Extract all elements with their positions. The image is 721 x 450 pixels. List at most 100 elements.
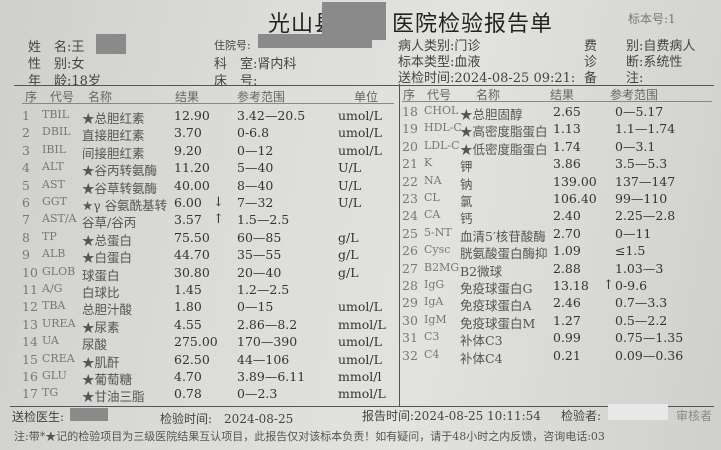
left-header-result: 结果 [175, 90, 200, 104]
send-time: 送检时间:2024-08-25 09:21: [398, 71, 576, 86]
cell-code: C4 [424, 347, 440, 361]
footer-note: 注:带*★记的检验项目为三级医院结果互认项目，此报告仅对该标本负责！如有疑问，请… [14, 430, 605, 443]
cell-seq: 16 [22, 369, 38, 384]
left-header-rule [22, 103, 394, 104]
cell-code: CREA [42, 351, 75, 365]
cell-unit: U/L [338, 177, 362, 193]
cell-name: 总胆汁酸 [82, 302, 133, 318]
cell-code: A/G [42, 282, 63, 295]
specimen-type: 标本类型:血液 [398, 55, 481, 70]
cell-seq: 11 [22, 282, 38, 297]
cell-range: 60—85 [237, 229, 282, 245]
cell-range: 3.42—20.5 [237, 108, 306, 123]
cell-seq: 31 [402, 330, 418, 346]
cell-range: 170—390 [237, 334, 298, 350]
cell-range: 3.5—5.3 [615, 156, 668, 172]
cell-range: 7—32 [237, 195, 274, 210]
cell-range: 44—106 [237, 351, 290, 367]
cell-seq: 4 [22, 160, 30, 176]
cell-range: 35—55 [237, 247, 282, 263]
cell-result: 75.50 [174, 229, 210, 245]
cell-seq: 24 [402, 208, 418, 224]
cell-result: 4.55 [174, 316, 202, 332]
cell-seq: 3 [22, 142, 30, 158]
remark-value: 注: [626, 71, 644, 86]
cell-result: 0.78 [174, 386, 202, 402]
title-right: 医院检验报告单 [392, 12, 554, 37]
cell-range: 0—15 [237, 299, 274, 315]
cell-seq: 13 [22, 316, 38, 332]
cell-result: 3.57 [174, 212, 202, 228]
cell-name: ★高密度脂蛋白 [460, 124, 548, 140]
cell-code: GLU [42, 369, 67, 382]
column-divider [399, 84, 400, 406]
cell-code: AST/A [42, 212, 77, 226]
cell-name: 球蛋白 [82, 267, 120, 283]
cell-name: 氯 [460, 194, 473, 209]
cell-code: Cysc [424, 243, 451, 257]
cell-name: 白球比 [82, 285, 120, 300]
cell-result: 30.80 [174, 264, 210, 280]
cell-name: 补体C3 [460, 333, 503, 349]
cell-result: 11.20 [174, 160, 210, 176]
cell-result: 2.88 [553, 260, 581, 276]
cell-result: 0.99 [553, 330, 581, 346]
redaction-hospital [322, 2, 386, 40]
left-header-unit: 单位 [354, 90, 379, 104]
cell-result: 1.80 [174, 299, 202, 315]
cell-result: 3.86 [553, 156, 581, 172]
cell-name: ★总蛋白 [82, 232, 133, 248]
cell-range: 3.89—6.11 [237, 369, 306, 384]
cell-result: 13.18 [553, 278, 589, 293]
cell-seq: 23 [402, 191, 418, 206]
redaction-tester [608, 404, 668, 420]
cell-code: LDL-C [424, 138, 460, 152]
cell-seq: 28 [402, 278, 418, 293]
cell-result: 2.46 [553, 295, 581, 311]
cell-name: ★总胆红素 [82, 111, 145, 126]
cell-name: ★白蛋白 [82, 250, 133, 266]
cell-seq: 19 [402, 121, 418, 137]
cell-code: B2MG [424, 260, 460, 274]
cell-seq: 29 [402, 295, 418, 311]
cell-code: NA [424, 173, 442, 187]
cell-range: 99—110 [615, 191, 668, 206]
patient-type: 病人类别:门诊 [398, 39, 481, 54]
cell-unit: umol/L [338, 108, 382, 123]
cell-seq: 5 [22, 177, 30, 193]
cell-code: CHOL [424, 104, 459, 117]
cell-seq: 7 [22, 212, 30, 228]
fee-label: 费 [584, 39, 598, 54]
cell-unit: mmol/L [338, 316, 386, 332]
cell-name: ★谷草转氨酶 [82, 180, 158, 196]
remark-label: 备 [584, 71, 598, 86]
cell-result: 4.70 [174, 369, 202, 384]
cell-seq: 9 [22, 247, 30, 263]
fee-value: 别:自费病人 [626, 39, 696, 54]
right-header-name: 名称 [476, 88, 501, 102]
cell-name: ★肌酐 [82, 354, 120, 370]
cell-name: 间接胆红素 [82, 145, 145, 161]
cell-result: 275.00 [174, 334, 218, 350]
right-header-range: 参考范围 [610, 88, 659, 102]
tester: 检验者: [561, 409, 602, 423]
cell-result: 0.21 [553, 347, 581, 363]
cell-code: DBIL [42, 125, 71, 139]
cell-unit: g/L [338, 264, 359, 280]
cell-unit: mmol/L [338, 386, 386, 402]
cell-seq: 25 [402, 225, 418, 241]
right-header-result: 结果 [550, 88, 575, 102]
footer-rule [10, 406, 714, 407]
right-header-seq: 序 [403, 88, 416, 102]
patient-age: 年 龄:18岁 [28, 74, 101, 89]
cell-seq: 18 [402, 104, 418, 119]
cell-seq: 14 [22, 334, 38, 350]
cell-name: 谷草/谷丙 [82, 215, 137, 231]
cell-code: ALB [42, 247, 66, 261]
cell-seq: 22 [402, 173, 418, 189]
cell-name: ★谷丙转氨酶 [82, 163, 158, 179]
cell-seq: 21 [402, 156, 418, 172]
cell-name: 补体C4 [460, 350, 503, 366]
cell-code: K [424, 156, 433, 170]
cell-seq: 17 [22, 386, 38, 402]
